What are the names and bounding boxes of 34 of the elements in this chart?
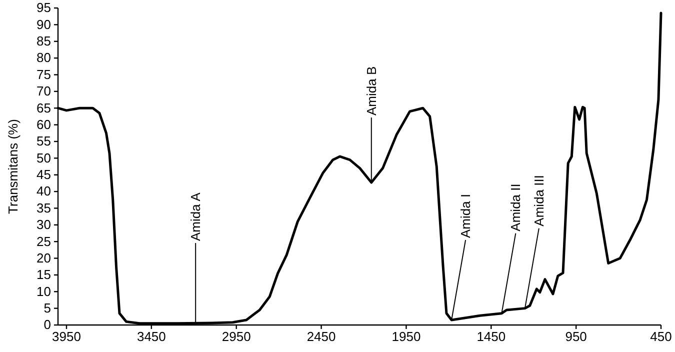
x-tick-label: 1950 bbox=[392, 329, 421, 344]
y-tick-label: 50 bbox=[36, 150, 51, 166]
annotation: Amida II bbox=[508, 184, 524, 232]
y-tick-label: 85 bbox=[36, 34, 51, 49]
y-tick-label: 40 bbox=[36, 184, 51, 199]
annotation: Amida III bbox=[531, 175, 546, 226]
y-tick-label: 20 bbox=[36, 250, 51, 266]
y-tick-label: 0 bbox=[44, 317, 51, 332]
x-tick-label: 3950 bbox=[52, 329, 81, 344]
y-tick-label: 30 bbox=[36, 217, 51, 232]
y-axis-title: Transmitans (%) bbox=[6, 119, 21, 214]
y-tick-label: 55 bbox=[36, 134, 51, 149]
y-tick-label: 80 bbox=[36, 50, 51, 66]
y-tick-label: 90 bbox=[36, 16, 51, 32]
y-tick-label: 25 bbox=[36, 234, 51, 249]
y-tick-label: 60 bbox=[36, 116, 51, 132]
y-tick-label: 70 bbox=[36, 84, 51, 99]
x-tick-label: 450 bbox=[650, 329, 672, 344]
y-tick-label: 15 bbox=[36, 267, 51, 282]
y-tick-label: 95 bbox=[36, 0, 51, 16]
annotation: Amida I bbox=[458, 194, 474, 238]
x-tick-label: 2450 bbox=[306, 329, 336, 344]
y-tick-label: 10 bbox=[36, 284, 51, 299]
x-tick-label: 3450 bbox=[136, 329, 166, 344]
y-tick-label: 35 bbox=[36, 200, 51, 216]
y-tick-label: 65 bbox=[36, 100, 51, 116]
annotation: Amida B bbox=[364, 66, 379, 116]
y-tick-label: 75 bbox=[36, 66, 51, 82]
annotation: Amida A bbox=[188, 192, 204, 241]
y-tick-label: 45 bbox=[36, 167, 51, 182]
y-tick-label: 5 bbox=[44, 300, 51, 316]
x-tick-label: 1450 bbox=[476, 329, 506, 344]
x-tick-label: 950 bbox=[565, 329, 587, 344]
x-tick-label: 2950 bbox=[222, 329, 251, 344]
